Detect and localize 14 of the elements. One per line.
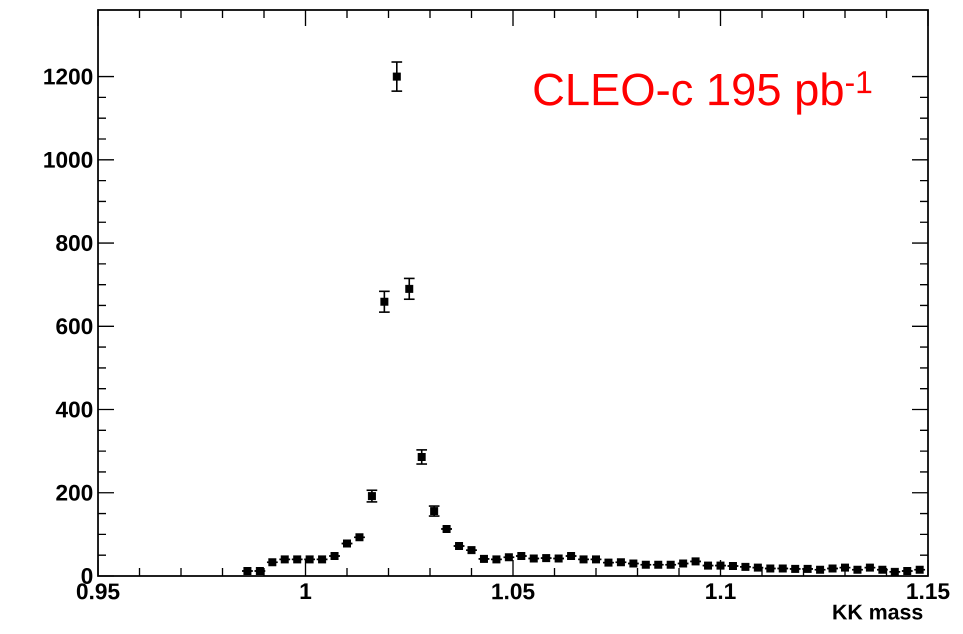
x-tick-label: 1.1 (706, 583, 736, 599)
x-axis-title: KK mass (833, 604, 922, 620)
y-tick-label: 400 (56, 401, 92, 418)
y-tick-label: 1000 (44, 152, 92, 168)
y-tick-label: 800 (56, 235, 92, 252)
x-tick-label: 1.05 (492, 583, 534, 600)
y-tick-label: 0 (82, 568, 92, 584)
y-tick-label: 1200 (44, 68, 92, 85)
x-tick-label: 1 (300, 583, 312, 599)
annotation: CLEO-c 195 pb$^{-1}$ (534, 71, 872, 115)
x-tick-label: 0.95 (76, 583, 120, 600)
x-tick-label: 1.15 (907, 583, 950, 600)
y-tick-label: 600 (56, 318, 92, 334)
y-tick-label: 200 (56, 484, 92, 501)
